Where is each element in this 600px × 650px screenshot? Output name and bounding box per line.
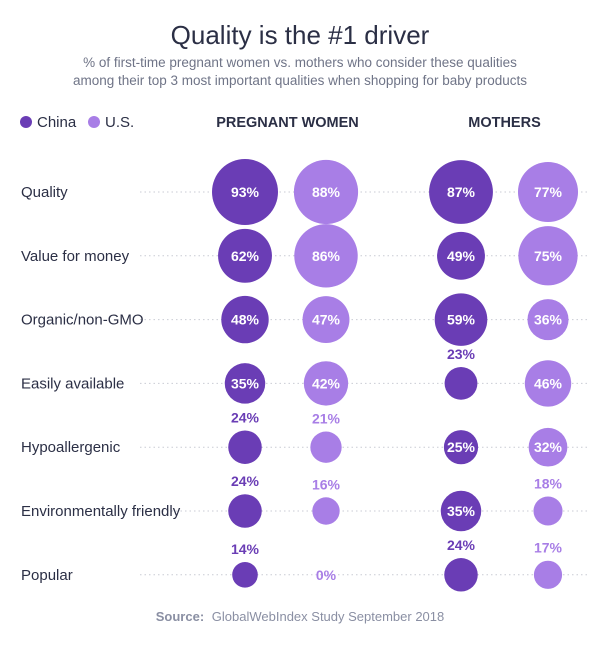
bubble-mothers-u-s-quality [517, 161, 579, 223]
legend-label-china: China [37, 114, 77, 131]
legend-label-u-s: U.S. [105, 114, 134, 131]
value-label-pregnant-women-u-s-easily-available: 42% [312, 375, 341, 391]
value-label-mothers-u-s-environmentally-friendly: 18% [534, 475, 563, 491]
value-label-mothers-china-organic-non-gmo: 59% [447, 312, 476, 328]
row-value-for-money: Value for money 62% 86% 49% 75% [21, 224, 590, 288]
value-label-pregnant-women-china-value-for-money: 62% [231, 248, 260, 264]
value-label-mothers-u-s-easily-available: 46% [534, 375, 563, 391]
bubble-mothers-u-s-hypoallergenic [528, 427, 568, 467]
value-label-mothers-u-s-popular: 17% [534, 540, 563, 556]
bubble-mothers-u-s-popular [533, 560, 563, 589]
bubble-pregnant-women-china-easily-available [224, 363, 266, 404]
bubble-mothers-china-popular [444, 558, 478, 592]
bubble-pregnant-women-u-s-easily-available [303, 361, 349, 406]
bubble-pregnant-women-china-quality [212, 159, 278, 225]
bubble-mothers-china-easily-available [444, 366, 478, 400]
row-label-easily-available: Easily available [21, 375, 124, 392]
bubble-pregnant-women-u-s-organic-non-gmo [302, 296, 350, 344]
value-label-pregnant-women-u-s-organic-non-gmo: 47% [312, 312, 341, 328]
value-label-pregnant-women-china-easily-available: 35% [231, 375, 260, 391]
chart-title: Quality is the #1 driver [171, 20, 430, 50]
bubble-pregnant-women-china-organic-non-gmo [221, 295, 269, 344]
bubble-pregnant-women-china-value-for-money [218, 228, 272, 283]
bubble-pregnant-women-u-s-value-for-money [294, 224, 358, 288]
value-label-pregnant-women-china-organic-non-gmo: 48% [231, 312, 260, 328]
row-label-organic-non-gmo: Organic/non-GMO [21, 312, 144, 329]
row-label-quality: Quality [21, 184, 68, 201]
value-label-pregnant-women-china-hypoallergenic: 24% [231, 409, 260, 425]
bubble-pregnant-women-china-popular [232, 562, 258, 588]
value-label-mothers-china-value-for-money: 49% [447, 248, 476, 264]
value-label-pregnant-women-u-s-popular: 0% [316, 567, 337, 583]
legend: China U.S. [20, 114, 134, 131]
value-label-mothers-china-popular: 24% [447, 537, 476, 553]
chart-rows: Quality 93% 88% 87% 77% Value for money 62% 86%… [21, 159, 590, 592]
group-headers: PREGNANT WOMEN MOTHERS [216, 115, 541, 131]
row-organic-non-gmo: Organic/non-GMO 48% 47% 59% 36% [21, 293, 590, 346]
row-label-environmentally-friendly: Environmentally friendly [21, 503, 181, 520]
group-header-pregnant-women: PREGNANT WOMEN [216, 115, 359, 131]
value-label-mothers-u-s-quality: 77% [534, 184, 563, 200]
value-label-pregnant-women-china-quality: 93% [231, 184, 260, 200]
legend-swatch-china [20, 116, 32, 128]
value-label-mothers-china-easily-available: 23% [447, 346, 476, 362]
chart-subtitle-line-2: among their top 3 most important qualiti… [73, 73, 527, 88]
value-label-mothers-u-s-hypoallergenic: 32% [534, 439, 563, 455]
value-label-pregnant-women-u-s-environmentally-friendly: 16% [312, 476, 341, 492]
chart-subtitle-line-1: % of first-time pregnant women vs. mothe… [83, 55, 517, 70]
value-label-mothers-u-s-organic-non-gmo: 36% [534, 312, 563, 328]
bubble-mothers-china-value-for-money [437, 231, 485, 280]
value-label-mothers-u-s-value-for-money: 75% [534, 248, 563, 264]
row-easily-available: Easily available 35% 42% 23% 46% [21, 346, 590, 407]
value-label-pregnant-women-u-s-value-for-money: 86% [312, 248, 341, 264]
value-label-pregnant-women-u-s-quality: 88% [312, 184, 341, 200]
value-label-pregnant-women-china-environmentally-friendly: 24% [231, 473, 260, 489]
bubble-mothers-u-s-environmentally-friendly [533, 496, 563, 526]
bubble-mothers-china-quality [429, 160, 493, 224]
row-quality: Quality 93% 88% 87% 77% [21, 159, 590, 225]
bubble-mothers-china-environmentally-friendly [440, 490, 482, 532]
source-note: Source: GlobalWebIndex Study September 2… [156, 609, 445, 624]
row-label-popular: Popular [21, 567, 73, 584]
bubble-pregnant-women-u-s-hypoallergenic [310, 431, 342, 463]
bubble-pregnant-women-china-hypoallergenic [228, 430, 262, 464]
bubble-pregnant-women-u-s-quality [293, 159, 359, 225]
value-label-pregnant-women-china-popular: 14% [231, 541, 260, 557]
bubble-mothers-china-hypoallergenic [443, 430, 479, 465]
value-label-mothers-china-environmentally-friendly: 35% [447, 503, 476, 519]
legend-swatch-u-s [88, 116, 100, 128]
value-label-mothers-china-quality: 87% [447, 184, 476, 200]
group-header-mothers: MOTHERS [468, 115, 541, 131]
bubble-pregnant-women-u-s-environmentally-friendly [312, 497, 340, 525]
source-label: Source: [156, 609, 204, 624]
row-hypoallergenic: Hypoallergenic 24% 21% 25% 32% [21, 409, 590, 467]
value-label-pregnant-women-u-s-hypoallergenic: 21% [312, 411, 341, 427]
row-environmentally-friendly: Environmentally friendly 24% 16% 35% 18% [21, 473, 590, 532]
source-text: GlobalWebIndex Study September 2018 [212, 609, 444, 624]
row-popular: Popular 14% 0% 24% 17% [21, 537, 590, 592]
bubble-mothers-u-s-value-for-money [518, 226, 578, 286]
row-label-value-for-money: Value for money [21, 248, 130, 265]
bubble-mothers-china-organic-non-gmo [434, 293, 488, 346]
bubble-pregnant-women-china-environmentally-friendly [228, 494, 262, 528]
row-label-hypoallergenic: Hypoallergenic [21, 439, 121, 456]
value-label-mothers-china-hypoallergenic: 25% [447, 439, 476, 455]
bubble-mothers-u-s-easily-available [524, 360, 572, 407]
bubble-mothers-u-s-organic-non-gmo [527, 299, 569, 341]
